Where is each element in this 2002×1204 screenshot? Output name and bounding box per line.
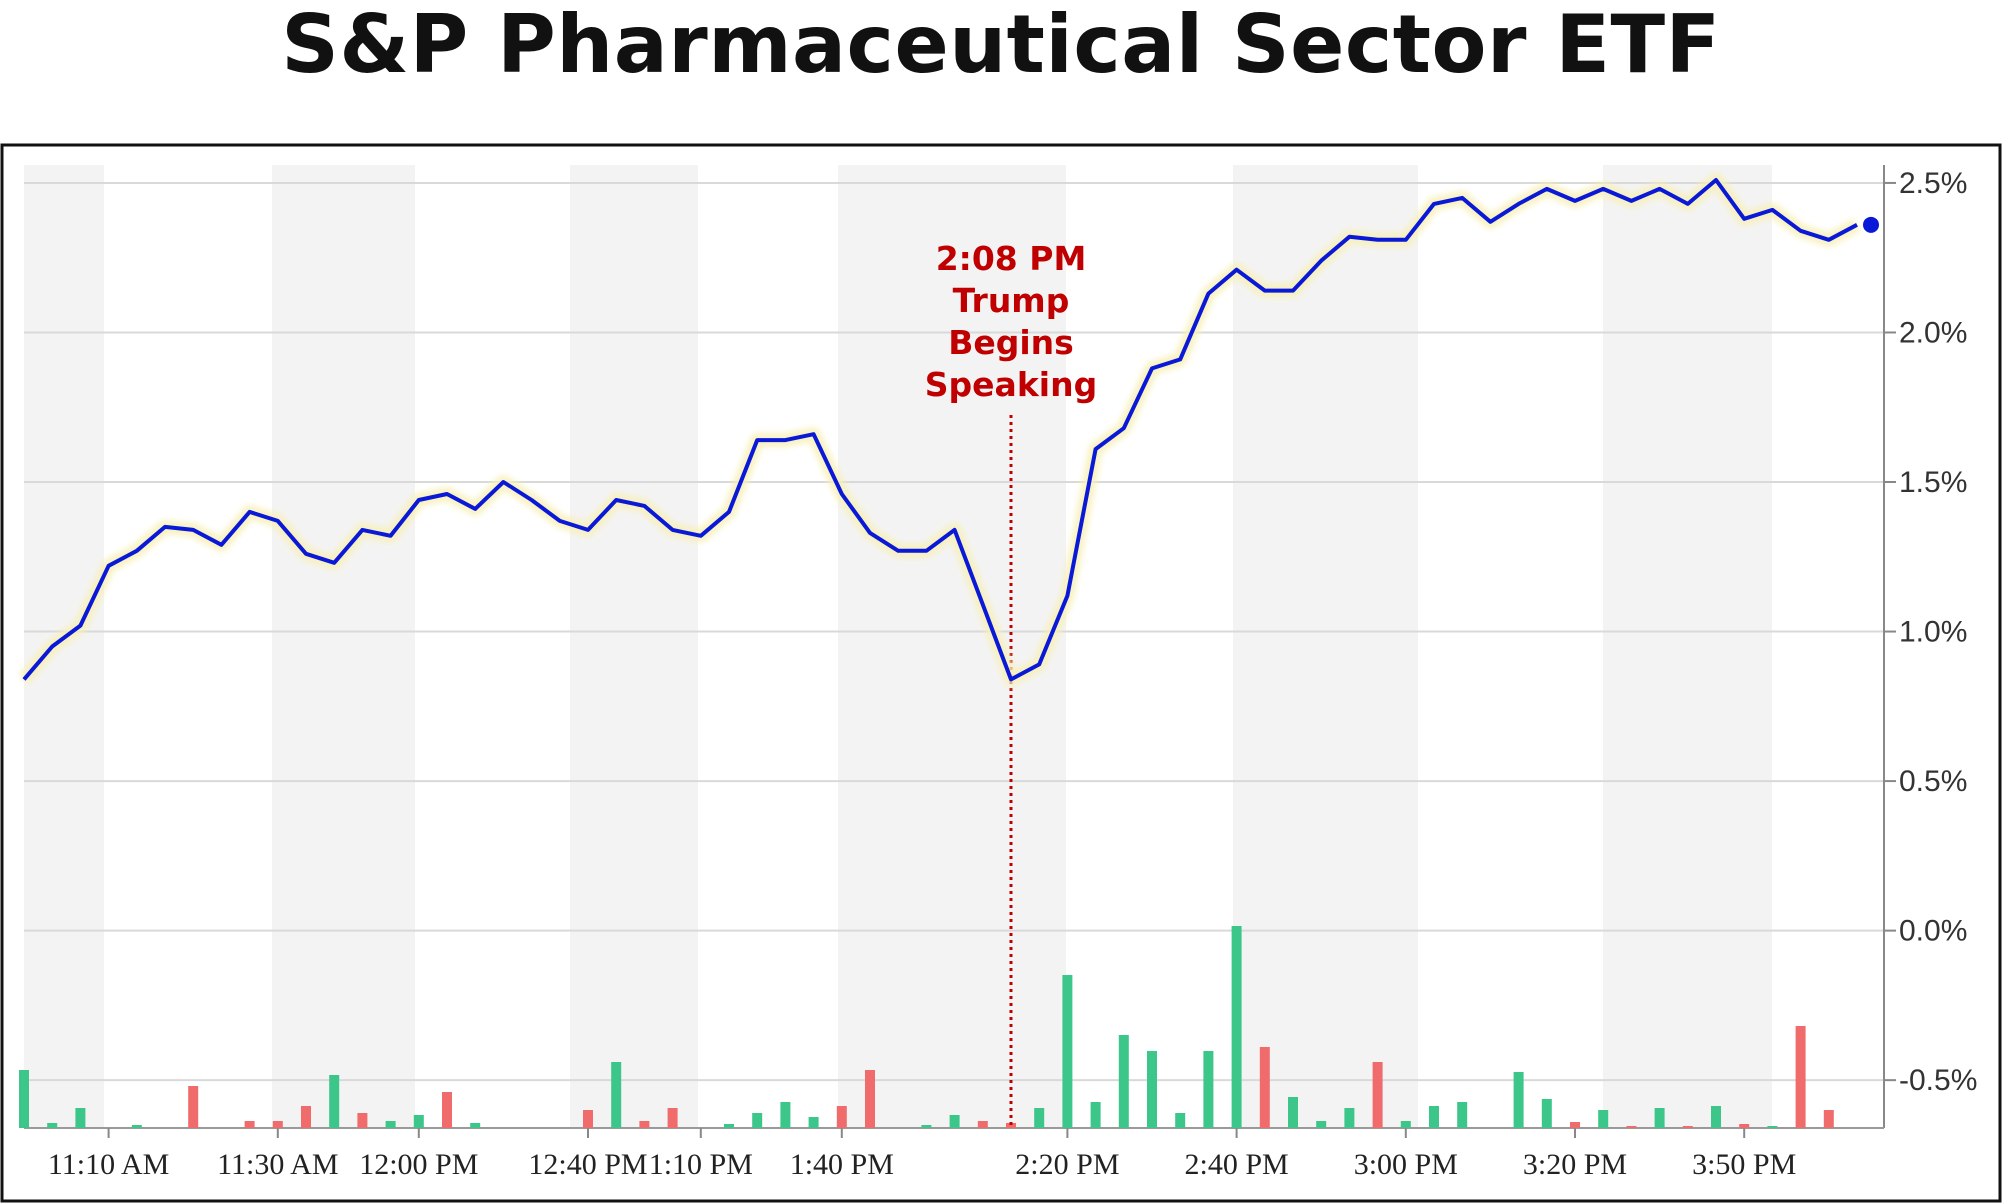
volume-bar (1626, 1126, 1637, 1128)
x-tick-label: 3:00 PM (1354, 1148, 1458, 1181)
volume-bar (1570, 1122, 1580, 1128)
volume-bar (583, 1110, 593, 1128)
x-tick-label: 3:50 PM (1692, 1148, 1796, 1181)
volume-bar (611, 1062, 622, 1128)
x-tick-labels: 11:10 AM 11:30 AM 12:00 PM 12:40 PM 1:10 PM 1… (48, 1148, 1796, 1181)
annotation-text: Speaking (925, 365, 1097, 404)
volume-bar (639, 1121, 650, 1128)
volume-bar (1739, 1124, 1750, 1128)
y-tick-label: 2.0% (1899, 316, 1967, 349)
volume-bar (1316, 1121, 1327, 1128)
x-tick-label: 12:00 PM (359, 1148, 478, 1181)
volume-bar (977, 1121, 988, 1128)
volume-bar (329, 1075, 340, 1128)
volume-bar (836, 1106, 847, 1128)
volume-bar (1711, 1106, 1721, 1128)
y-tick-label: 2.5% (1899, 167, 1967, 200)
volume-bar (75, 1108, 86, 1128)
volume-bar (1259, 1047, 1270, 1128)
y-tick-labels: 2.5% 2.0% 1.5% 1.0% 0.5% 0.0% -0.5% (1899, 167, 1977, 1097)
volume-bar (1541, 1099, 1552, 1128)
volume-bar (1344, 1108, 1355, 1128)
volume-bar (724, 1124, 734, 1128)
time-band-1 (272, 165, 415, 1128)
last-price-dot (1863, 216, 1879, 233)
volume-bar (1231, 926, 1242, 1128)
volume-bar (1006, 1123, 1016, 1128)
gridlines (24, 181, 1884, 1082)
volume-bar (131, 1125, 142, 1128)
volume-bar (1118, 1035, 1129, 1128)
volume-bar (1034, 1108, 1045, 1128)
x-tick-label: 1:40 PM (790, 1148, 894, 1181)
volume-bar (1598, 1110, 1609, 1128)
volume-bar (667, 1108, 678, 1128)
volume-bar (1203, 1051, 1214, 1128)
chart-title: S&P Pharmaceutical Sector ETF (281, 0, 1721, 91)
volume-bar (1682, 1126, 1693, 1128)
x-tick-label: 2:40 PM (1184, 1148, 1288, 1181)
volume-bar (1457, 1102, 1468, 1128)
volume-bar (1288, 1097, 1298, 1128)
volume-bar (780, 1102, 791, 1128)
volume-bar (949, 1115, 960, 1128)
volume-bar (1654, 1108, 1665, 1128)
volume-bar (1062, 975, 1073, 1128)
volume-bar (470, 1123, 481, 1128)
volume-bar (1090, 1102, 1101, 1128)
volume-bar (357, 1113, 368, 1128)
time-band-5 (1603, 165, 1772, 1128)
y-tick-label: -0.5% (1899, 1064, 1977, 1097)
volume-bar (1795, 1026, 1806, 1128)
volume-bar (413, 1115, 424, 1128)
volume-bar (385, 1121, 396, 1128)
x-tick-label: 1:10 PM (649, 1148, 753, 1181)
volume-bar (272, 1121, 283, 1128)
volume-bar (19, 1070, 29, 1128)
time-band-0 (24, 165, 104, 1128)
x-tick-label: 11:30 AM (217, 1148, 338, 1181)
annotation-text: Begins (948, 323, 1074, 362)
volume-bar (1823, 1110, 1834, 1128)
volume-bar (865, 1070, 875, 1128)
annotation-text: Trump (953, 281, 1070, 320)
volume-bar (244, 1121, 255, 1128)
volume-bar (808, 1117, 819, 1128)
volume-bar (752, 1113, 763, 1128)
volume-bar (921, 1125, 932, 1128)
price-line (18, 173, 1879, 687)
volume-bar (1400, 1121, 1411, 1128)
price-line-series (22, 178, 1858, 682)
annotation-text: 2:08 PM (936, 239, 1087, 278)
x-tick-label: 11:10 AM (48, 1148, 169, 1181)
volume-bar (301, 1106, 311, 1128)
volume-bar (1147, 1051, 1157, 1128)
time-band-4 (1233, 165, 1418, 1128)
y-tick-label: 0.0% (1899, 915, 1967, 948)
y-tick-label: 0.5% (1899, 765, 1967, 798)
volume-bar (1429, 1106, 1439, 1128)
y-tick-label: 1.5% (1899, 466, 1967, 499)
time-bands (24, 165, 1772, 1128)
x-tick-label: 12:40 PM (528, 1148, 647, 1181)
volume-bars (19, 926, 1834, 1128)
time-band-2 (570, 165, 698, 1128)
volume-bar (188, 1086, 199, 1128)
time-band-3 (838, 165, 1066, 1128)
volume-bar (1372, 1062, 1383, 1128)
volume-bar (47, 1123, 58, 1128)
y-tick-label: 1.0% (1899, 616, 1967, 649)
volume-bar (1513, 1072, 1524, 1128)
x-tick-label: 2:20 PM (1015, 1148, 1119, 1181)
volume-bar (1175, 1113, 1186, 1128)
volume-bar (1767, 1126, 1778, 1128)
x-tick-label: 3:20 PM (1523, 1148, 1627, 1181)
volume-bar (442, 1092, 452, 1128)
